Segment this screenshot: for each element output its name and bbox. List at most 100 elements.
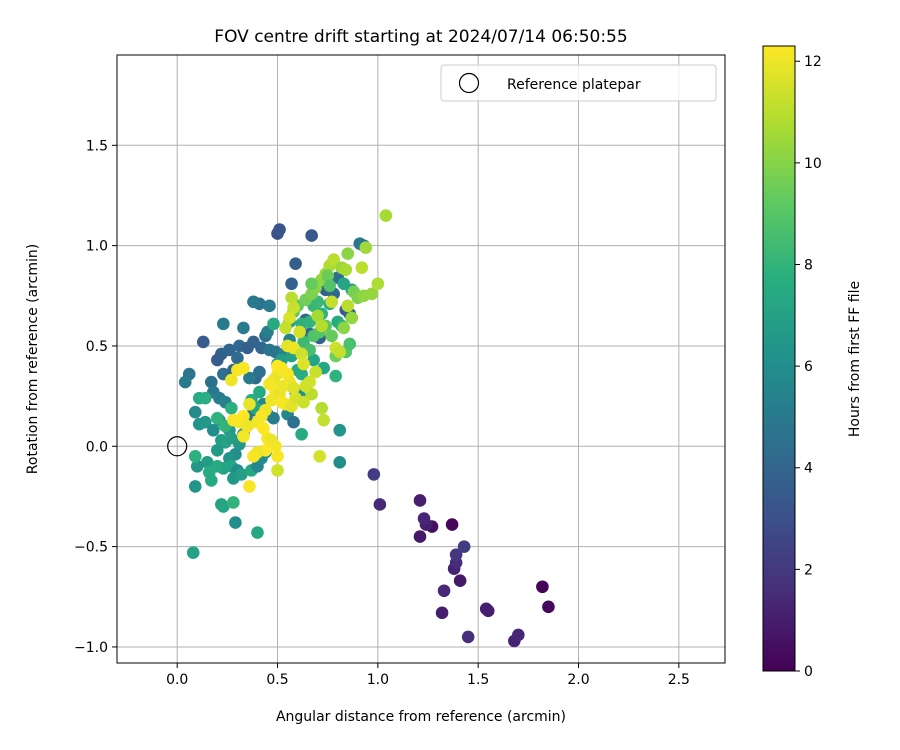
scatter-point [365, 287, 379, 301]
scatter-point [217, 500, 230, 513]
scatter-point [359, 241, 373, 254]
scatter-point [269, 439, 282, 453]
scatter-point [271, 359, 284, 373]
scatter-point [285, 277, 298, 291]
scatter-point [188, 405, 202, 419]
y-tick-label: −0.5 [74, 540, 108, 556]
scatter-point [207, 423, 220, 437]
scatter-point [235, 468, 248, 481]
scatter-points [178, 209, 555, 648]
scatter-point [417, 512, 431, 525]
scatter-point [237, 361, 250, 375]
scatter-point [305, 277, 318, 291]
legend-marker-icon [458, 72, 480, 94]
scatter-point [289, 257, 302, 270]
colorbar-tick-label: 6 [804, 359, 813, 375]
colorbar-gradient [762, 45, 796, 672]
scatter-point [295, 367, 308, 381]
scatter-point [325, 295, 339, 309]
scatter-point [355, 261, 369, 274]
scatter-point [223, 343, 236, 357]
scatter-point [188, 480, 202, 493]
scatter-point [198, 391, 212, 405]
scatter-point [253, 385, 266, 399]
scatter-point [449, 548, 463, 561]
scatter-point [229, 516, 242, 529]
scatter-point [283, 311, 296, 325]
scatter-point [237, 321, 250, 335]
scatter-point [225, 401, 238, 415]
y-tick-label: −1.0 [74, 640, 108, 656]
y-tick-label: 0.0 [86, 439, 108, 455]
scatter-point [536, 580, 549, 594]
x-tick-label: 2.5 [668, 672, 690, 688]
scatter-point [267, 411, 280, 425]
scatter-point [243, 480, 256, 493]
scatter-point [457, 540, 471, 553]
scatter-point [267, 317, 280, 331]
legend-label: Reference platepar [507, 77, 641, 93]
colorbar: 0 2 4 6 8 10 12 Hours from first FF file [762, 45, 863, 680]
x-axis-label: Angular distance from reference (arcmin) [276, 709, 566, 725]
scatter-point [512, 628, 525, 642]
scatter-point [243, 397, 256, 411]
scatter-point [186, 546, 200, 559]
scatter-point [277, 379, 290, 393]
grid [117, 55, 725, 663]
colorbar-tick-label: 8 [804, 257, 813, 273]
scatter-point [345, 311, 359, 325]
scatter-point [461, 630, 475, 644]
scatter-point [333, 456, 347, 469]
scatter-point [237, 429, 250, 443]
scatter-point [190, 460, 204, 473]
scatter-point [295, 427, 308, 441]
scatter-point [271, 450, 284, 463]
reference-platepar-marker [167, 436, 188, 457]
scatter-point [317, 413, 330, 427]
scatter-point [211, 411, 224, 425]
scatter-point [241, 419, 254, 433]
scatter-point [225, 373, 238, 387]
scatter-point [343, 337, 357, 351]
colorbar-tick-label: 4 [804, 461, 813, 477]
scatter-point [237, 409, 250, 423]
colorbar-ticks: 0 2 4 6 8 10 12 [795, 54, 822, 680]
scatter-point [205, 375, 218, 389]
y-axis-label: Rotation from reference (arcmin) [25, 244, 41, 474]
scatter-point [305, 229, 318, 242]
scatter-point [321, 269, 334, 283]
scatter-point [315, 319, 328, 333]
scatter-point [271, 464, 284, 477]
scatter-point [379, 209, 393, 222]
scatter-point [325, 329, 339, 343]
y-tick-label: 1.5 [86, 138, 108, 154]
scatter-point [339, 263, 353, 277]
scatter-point [243, 371, 256, 385]
reference-marker-group [167, 436, 188, 457]
colorbar-tick-label: 2 [804, 562, 813, 578]
scatter-point [309, 365, 322, 379]
scatter-point [287, 415, 300, 429]
x-tick-label: 2.0 [567, 672, 589, 688]
colorbar-tick-label: 12 [804, 54, 822, 70]
scatter-point [293, 325, 306, 339]
scatter-point [285, 291, 298, 305]
x-tick-label: 0.0 [166, 672, 188, 688]
scatter-point [327, 253, 341, 266]
scatter-point [479, 602, 493, 616]
scatter-point [247, 295, 260, 309]
scatter-point [287, 381, 300, 395]
scatter-point [437, 584, 451, 598]
scatter-point [333, 345, 347, 359]
scatter-point [333, 423, 347, 437]
scatter-point [311, 309, 324, 323]
scatter-point [323, 279, 336, 293]
scatter-point [198, 415, 212, 429]
y-axis-ticks: −1.0 −0.5 0.0 0.5 1.0 1.5 [74, 138, 117, 656]
scatter-point [196, 335, 210, 349]
scatter-point [297, 357, 310, 371]
x-tick-label: 1.5 [467, 672, 489, 688]
scatter-point [287, 301, 300, 315]
colorbar-label: Hours from first FF file [847, 281, 863, 437]
